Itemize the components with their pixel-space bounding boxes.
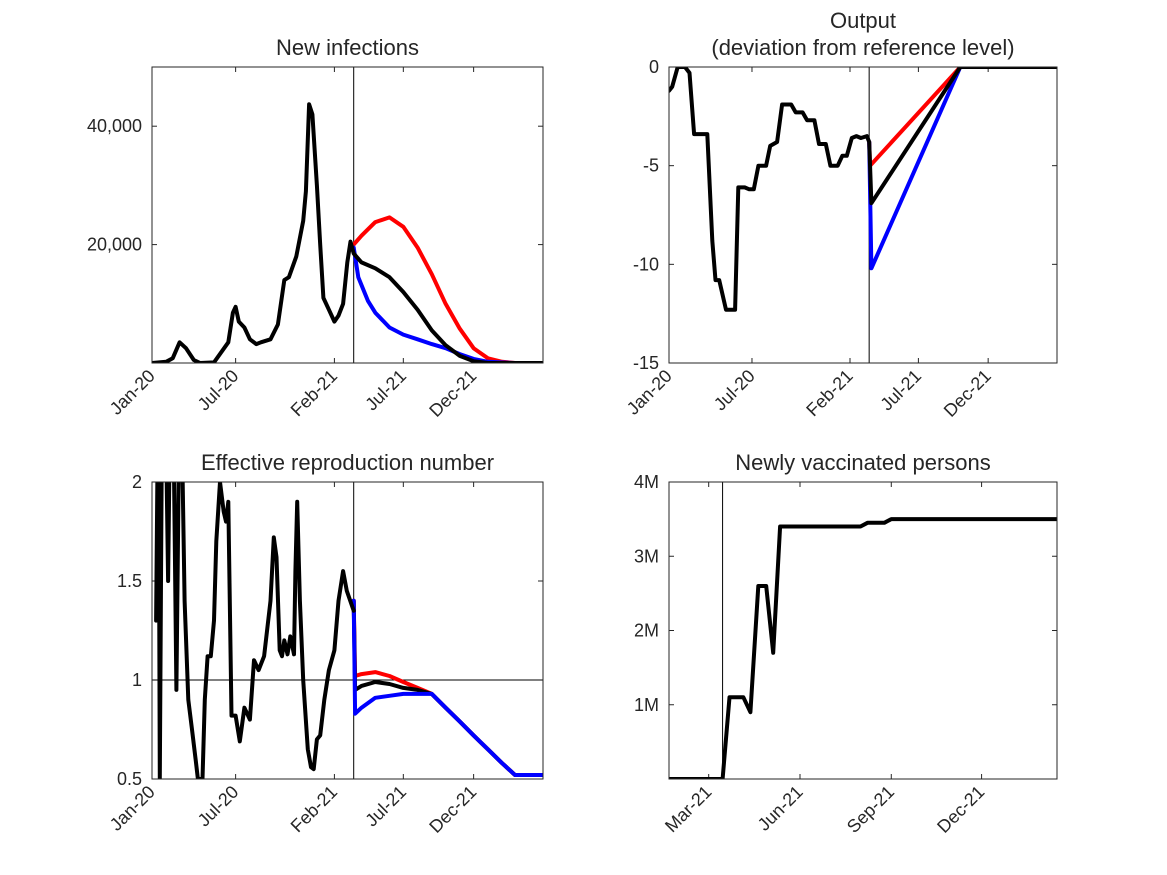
plot-area <box>669 67 1057 363</box>
series-line-baseline <box>152 102 543 363</box>
y-tick-label: 1 <box>132 670 142 690</box>
y-tick-label: -15 <box>633 353 659 373</box>
y-tick-label: -10 <box>633 254 659 274</box>
chart-title: New infections <box>276 35 419 60</box>
series-line-baseline <box>154 482 356 779</box>
series-line-low <box>351 598 543 777</box>
y-tick-label: -5 <box>643 156 659 176</box>
axes-frame <box>151 481 544 780</box>
series-line-baseline <box>669 517 1057 779</box>
series-line-baseline <box>669 67 1057 312</box>
y-tick-label: 40,000 <box>87 116 142 136</box>
y-tick-label: 2 <box>132 472 142 492</box>
series-line-low <box>867 67 1057 271</box>
axes-frame <box>668 66 1058 364</box>
chart-title: Newly vaccinated persons <box>735 450 991 475</box>
y-tick-label: 0 <box>649 57 659 77</box>
y-tick-label: 3M <box>634 546 659 566</box>
plot-area <box>152 482 543 779</box>
axes-frame <box>668 481 1058 780</box>
y-tick-label: 1M <box>634 695 659 715</box>
series-line-low <box>351 245 517 363</box>
y-tick-label: 0.5 <box>117 769 142 789</box>
plot-area <box>669 482 1057 779</box>
y-tick-label: 4M <box>634 472 659 492</box>
y-tick-label: 20,000 <box>87 235 142 255</box>
plot-area <box>152 67 543 363</box>
axes-frame <box>151 66 544 364</box>
chart-title: Output <box>830 8 896 33</box>
chart-title: Effective reproduction number <box>201 450 494 475</box>
y-tick-label: 2M <box>634 621 659 641</box>
chart-subtitle: (deviation from reference level) <box>711 35 1014 60</box>
series-line-high <box>351 215 517 363</box>
y-tick-label: 1.5 <box>117 571 142 591</box>
